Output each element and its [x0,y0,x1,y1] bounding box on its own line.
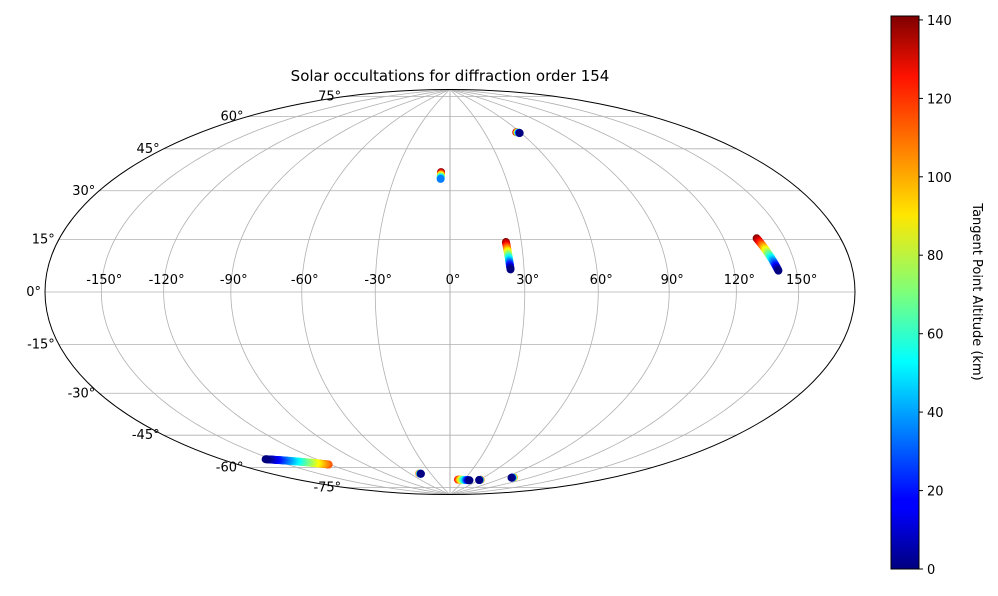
occultation-point [261,455,270,464]
lat-tick-label: 45° [137,142,160,157]
lat-tick-label: -15° [27,337,55,352]
lon-tick-label: 60° [590,273,613,288]
map-boundary [44,89,856,495]
lon-tick-label: -90° [220,273,248,288]
map-frame [44,89,856,495]
occultation-point [774,266,783,275]
lat-tick-label: 15° [32,233,55,248]
lat-tick-label: -75° [313,481,341,496]
lat-tick-label: -30° [68,386,96,401]
lat-tick-label: -60° [216,460,244,475]
lon-tick-label: -150° [86,273,122,288]
map-tick-labels: -150° -120° -90° -60° -30° 0° 30° 60° 90° 120° 150… [26,89,817,495]
colorbar-tick-label: 80 [927,249,944,264]
chart-title: Solar occultations for diffraction order… [291,67,610,85]
lat-tick-label: 60° [220,110,243,125]
colorbar: 0 20 40 60 80 100 120 140 Tangent Point Altitude… [890,14,984,578]
colorbar-tick-label: 140 [927,14,952,29]
occultation-point [507,473,516,482]
lon-tick-label: -60° [291,273,319,288]
colorbar-tick-label: 100 [927,171,952,186]
occultation-point [465,476,474,485]
occultation-point [436,174,445,183]
lat-tick-label: 75° [318,89,341,104]
lat-tick-label: 0° [26,285,41,300]
lon-tick-label: 90° [661,273,684,288]
lat-tick-label: 30° [72,184,95,199]
colorbar-tick-label: 20 [927,485,944,500]
lon-tick-label: 30° [516,273,539,288]
occultation-point [475,476,484,485]
occultation-point [515,129,524,138]
occultation-point [506,265,515,274]
lon-tick-label: 150° [786,273,817,288]
occultation-point [416,469,425,478]
colorbar-tick-label: 0 [927,563,935,578]
lon-tick-label: 0° [446,273,461,288]
colorbar-scale [890,15,920,570]
colorbar-label: Tangent Point Altitude (km) [969,202,984,380]
occultation-points [261,128,783,485]
lon-tick-label: -120° [149,273,185,288]
colorbar-tick-label: 60 [927,328,944,343]
lon-tick-label: 120° [724,273,755,288]
lat-tick-label: -45° [132,428,160,443]
colorbar-tick-label: 120 [927,92,952,107]
colorbar-tick-label: 40 [927,406,944,421]
graticule [45,89,855,495]
lon-tick-label: -30° [364,273,392,288]
